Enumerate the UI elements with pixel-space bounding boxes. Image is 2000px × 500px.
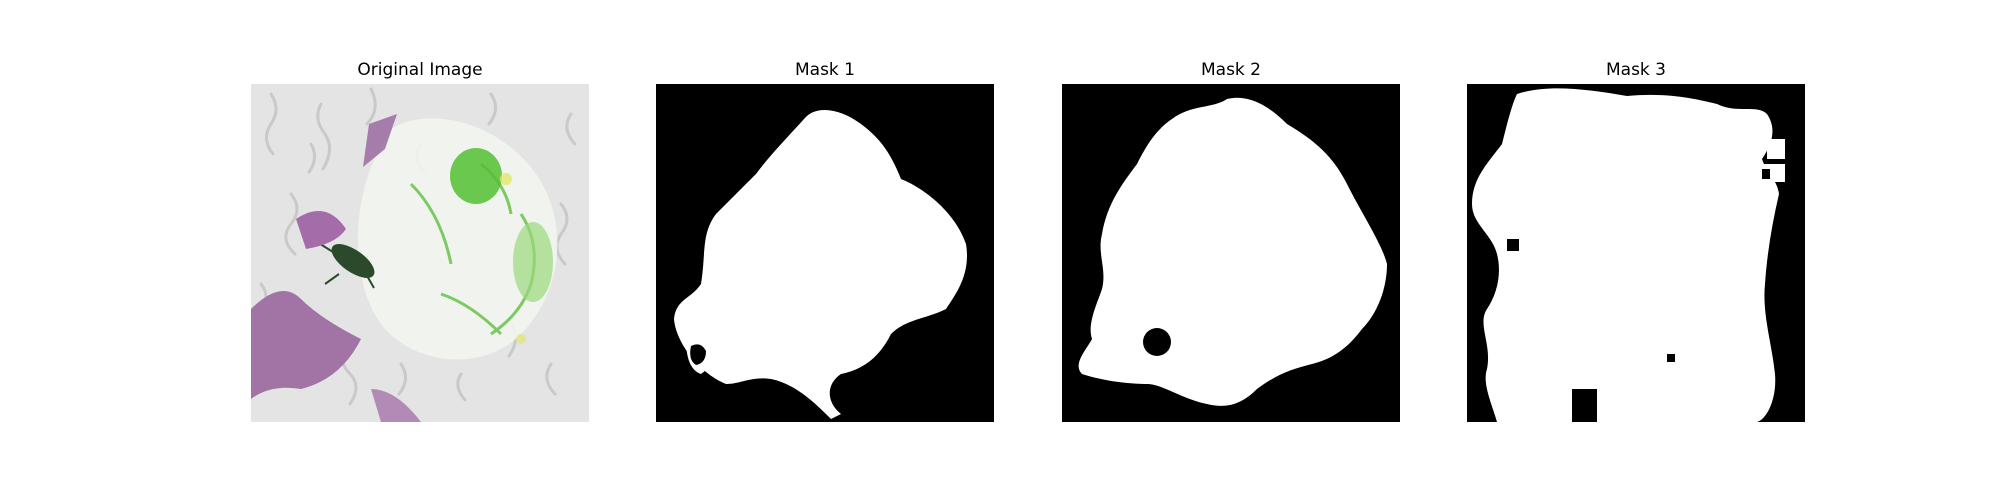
mask-3-drawing (1467, 84, 1805, 422)
mask-1-image (656, 84, 994, 422)
mask-2-image (1062, 84, 1400, 422)
panel-title: Original Image (357, 60, 483, 80)
original-image (251, 84, 589, 422)
mask-1-drawing (656, 84, 994, 422)
mask-3-image (1467, 84, 1805, 422)
mask-2-drawing (1062, 84, 1400, 422)
panel-title: Mask 3 (1605, 60, 1666, 80)
panel-title: Mask 1 (794, 60, 855, 80)
panel-title: Mask 2 (1200, 60, 1261, 80)
original-image-drawing (251, 84, 589, 422)
